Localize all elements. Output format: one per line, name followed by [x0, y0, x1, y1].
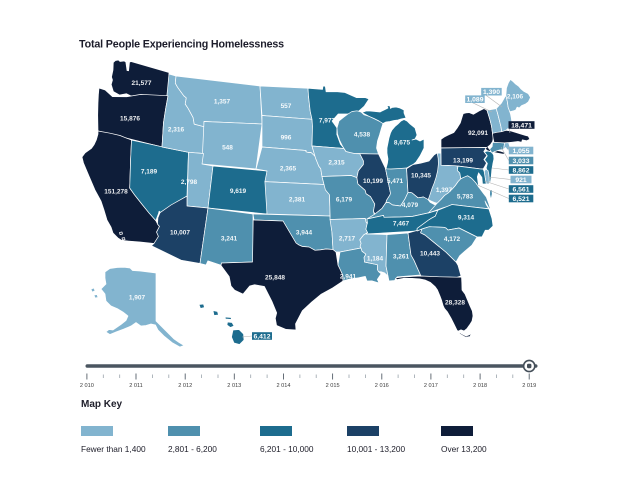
svg-text:2 014: 2 014 — [277, 383, 291, 389]
svg-text:21,577: 21,577 — [132, 80, 152, 87]
svg-text:15,876: 15,876 — [120, 115, 140, 122]
svg-text:28,328: 28,328 — [445, 299, 465, 306]
svg-text:1,907: 1,907 — [129, 294, 146, 301]
svg-text:557: 557 — [281, 103, 292, 110]
svg-text:1,397: 1,397 — [436, 187, 453, 194]
svg-text:4,172: 4,172 — [444, 236, 461, 243]
svg-text:6,561: 6,561 — [512, 186, 529, 193]
svg-text:25,848: 25,848 — [265, 274, 285, 281]
svg-text:7,977: 7,977 — [319, 117, 336, 124]
svg-text:6,521: 6,521 — [512, 196, 529, 203]
svg-text:9,619: 9,619 — [230, 188, 247, 195]
svg-text:9,314: 9,314 — [458, 214, 475, 221]
svg-text:2 012: 2 012 — [178, 383, 192, 389]
svg-text:3,944: 3,944 — [296, 229, 313, 236]
svg-text:6,201 - 10,000: 6,201 - 10,000 — [260, 444, 314, 454]
svg-text:548: 548 — [222, 144, 233, 151]
svg-text:2,801 - 6,200: 2,801 - 6,200 — [168, 444, 217, 454]
svg-text:2 011: 2 011 — [129, 383, 143, 389]
svg-text:2 017: 2 017 — [424, 383, 438, 389]
svg-text:2 019: 2 019 — [522, 383, 536, 389]
svg-text:4,079: 4,079 — [402, 202, 419, 209]
svg-text:2,365: 2,365 — [280, 165, 297, 172]
svg-text:996: 996 — [281, 134, 292, 141]
svg-text:2,798: 2,798 — [181, 179, 198, 186]
svg-text:10,345: 10,345 — [411, 172, 431, 179]
svg-text:1,089: 1,089 — [466, 97, 483, 104]
svg-text:6,179: 6,179 — [336, 196, 353, 203]
svg-text:Over 13,200: Over 13,200 — [441, 444, 487, 454]
svg-text:1,055: 1,055 — [512, 148, 529, 155]
svg-text:7,467: 7,467 — [393, 220, 410, 227]
svg-text:Map Key: Map Key — [81, 399, 123, 410]
svg-text:5,783: 5,783 — [457, 193, 474, 200]
svg-text:2 010: 2 010 — [80, 383, 94, 389]
svg-text:2,106: 2,106 — [507, 93, 524, 100]
svg-text:5,471: 5,471 — [387, 178, 404, 185]
svg-text:2,717: 2,717 — [339, 235, 356, 242]
svg-text:10,007: 10,007 — [170, 229, 190, 236]
svg-text:1,357: 1,357 — [214, 98, 231, 105]
svg-text:4,538: 4,538 — [354, 131, 371, 138]
svg-text:3,241: 3,241 — [221, 235, 238, 242]
svg-text:2,941: 2,941 — [340, 273, 357, 280]
svg-text:18,471: 18,471 — [511, 122, 532, 129]
svg-text:2,316: 2,316 — [168, 126, 185, 133]
svg-text:8,675: 8,675 — [394, 139, 411, 146]
svg-text:1,184: 1,184 — [367, 255, 384, 262]
svg-text:10,443: 10,443 — [420, 250, 440, 257]
svg-text:2 016: 2 016 — [375, 383, 389, 389]
svg-text:3,261: 3,261 — [393, 253, 410, 260]
svg-text:2 015: 2 015 — [326, 383, 340, 389]
svg-text:10,001 - 13,200: 10,001 - 13,200 — [347, 444, 406, 454]
svg-text:8,862: 8,862 — [512, 167, 529, 174]
svg-text:6,412: 6,412 — [253, 333, 270, 340]
svg-text:Fewer than 1,400: Fewer than 1,400 — [81, 444, 146, 454]
svg-text:92,091: 92,091 — [468, 130, 488, 137]
svg-text:3,033: 3,033 — [512, 158, 529, 165]
svg-text:1,390: 1,390 — [483, 89, 500, 96]
svg-text:13,199: 13,199 — [453, 157, 473, 164]
svg-text:151,278: 151,278 — [104, 188, 128, 195]
svg-text:2 018: 2 018 — [473, 383, 487, 389]
svg-text:2 013: 2 013 — [227, 383, 241, 389]
svg-text:10,199: 10,199 — [363, 178, 383, 185]
svg-text:2,381: 2,381 — [289, 196, 306, 203]
svg-text:921: 921 — [515, 177, 527, 184]
svg-text:Total People Experiencing Home: Total People Experiencing Homelessness — [79, 38, 284, 50]
svg-text:2,315: 2,315 — [328, 159, 345, 166]
svg-text:7,189: 7,189 — [141, 168, 158, 175]
